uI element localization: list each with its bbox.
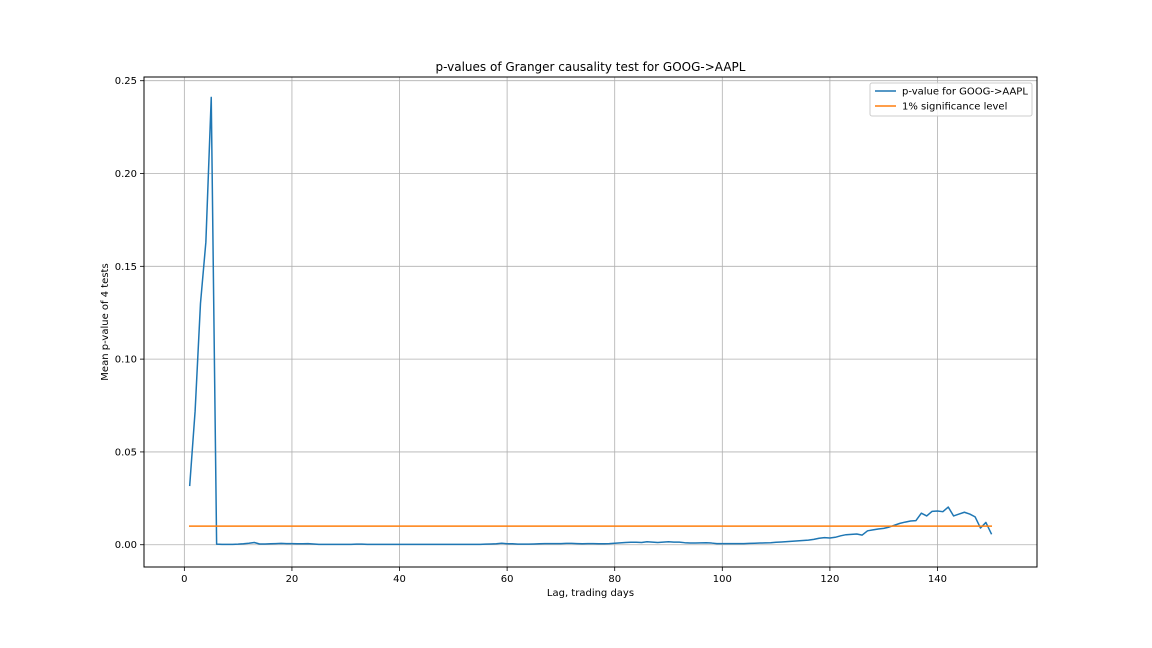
y-tick-label: 0.25 bbox=[115, 76, 137, 87]
y-tick-label: 0.10 bbox=[115, 355, 137, 366]
x-tick-label: 140 bbox=[928, 574, 947, 585]
axis-ticks: 0 20 40 60 80 100 120 140 0.00 0.05 0.10 0.15 0.20 0.… bbox=[115, 76, 947, 585]
x-tick-label: 100 bbox=[713, 574, 732, 585]
series-layer bbox=[188, 96, 993, 546]
x-tick-label: 120 bbox=[820, 574, 839, 585]
chart-title: p-values of Granger causality test for G… bbox=[436, 60, 746, 74]
x-tick-label: 0 bbox=[181, 574, 187, 585]
y-axis-label: Mean p-value of 4 tests bbox=[100, 263, 111, 380]
x-tick-label: 40 bbox=[393, 574, 406, 585]
y-tick-label: 0.05 bbox=[115, 447, 137, 458]
x-tick-label: 20 bbox=[286, 574, 299, 585]
grid-lines bbox=[144, 77, 1037, 567]
x-tick-label: 80 bbox=[608, 574, 621, 585]
x-axis-label: Lag, trading days bbox=[547, 588, 634, 599]
y-tick-label: 0.00 bbox=[115, 540, 137, 551]
legend-box bbox=[869, 82, 1033, 117]
x-tick-label: 60 bbox=[501, 574, 514, 585]
legend-label-significance: 1% significance level bbox=[902, 102, 1007, 113]
y-tick-label: 0.15 bbox=[115, 262, 137, 273]
series-line-pvalue bbox=[188, 96, 993, 546]
plot-area-frame bbox=[143, 76, 1038, 568]
legend: p-value for GOOG->AAPL 1% significance l… bbox=[869, 82, 1033, 117]
y-tick-label: 0.20 bbox=[115, 169, 137, 180]
legend-label-pvalue: p-value for GOOG->AAPL bbox=[902, 87, 1028, 98]
